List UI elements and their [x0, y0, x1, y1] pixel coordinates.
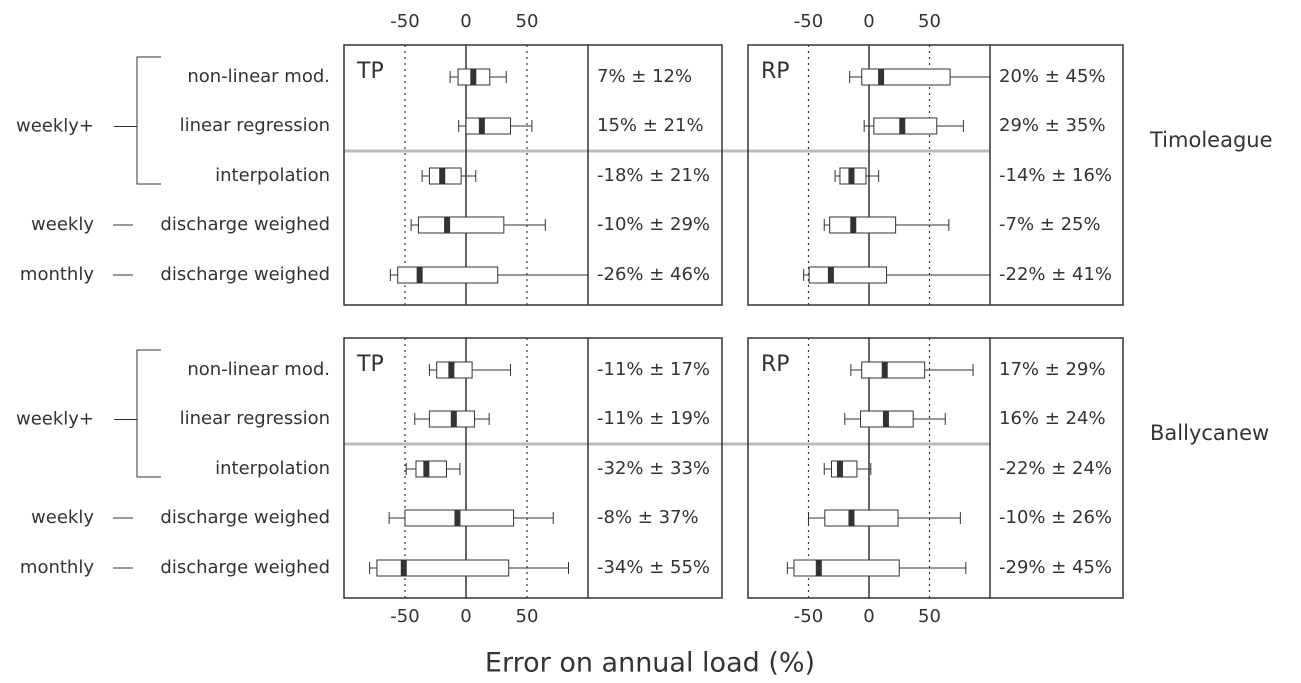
- panel-frame: [343, 337, 723, 599]
- median: [827, 267, 834, 283]
- row-label: linear regression: [180, 115, 330, 136]
- stat-label: -11% ± 19%: [597, 408, 710, 429]
- stat-label: 15% ± 21%: [597, 115, 704, 136]
- median: [444, 217, 451, 233]
- median: [899, 118, 906, 134]
- box: [873, 117, 938, 135]
- panel-title: RP: [761, 352, 790, 377]
- box: [417, 216, 505, 234]
- group-label: weekly: [31, 214, 94, 235]
- box: [808, 266, 888, 284]
- median: [848, 168, 855, 184]
- box: [793, 559, 900, 577]
- group-label: monthly: [20, 557, 94, 578]
- row-label: discharge weighed: [160, 557, 330, 578]
- median: [478, 118, 485, 134]
- x-tick-label: 50: [918, 11, 941, 32]
- x-tick-label: -50: [794, 11, 823, 32]
- stat-label: -26% ± 46%: [597, 264, 710, 285]
- panel-title: TP: [356, 352, 384, 377]
- x-tick-label: 50: [516, 606, 539, 627]
- panel-title: RP: [761, 59, 790, 84]
- box: [397, 266, 499, 284]
- stat-label: -10% ± 29%: [597, 214, 710, 235]
- median: [470, 69, 477, 85]
- stat-label: 29% ± 35%: [999, 115, 1106, 136]
- box: [861, 68, 951, 86]
- stat-label: -22% ± 41%: [999, 264, 1112, 285]
- stat-label: -34% ± 55%: [597, 557, 710, 578]
- stat-label: -32% ± 33%: [597, 458, 710, 479]
- stat-label: -22% ± 24%: [999, 458, 1112, 479]
- row-label: non-linear mod.: [187, 359, 330, 380]
- group-label: monthly: [20, 264, 94, 285]
- row-label: discharge weighed: [160, 214, 330, 235]
- box: [861, 361, 926, 379]
- median: [450, 411, 457, 427]
- x-tick-label: 0: [863, 606, 874, 627]
- stat-label: 20% ± 45%: [999, 66, 1106, 87]
- bracket: [136, 349, 161, 478]
- median: [423, 461, 430, 477]
- x-tick-label: 50: [918, 606, 941, 627]
- stat-label: -8% ± 37%: [597, 507, 699, 528]
- median: [454, 510, 461, 526]
- box: [465, 117, 512, 135]
- x-tick-label: -50: [390, 11, 419, 32]
- stat-label: 7% ± 12%: [597, 66, 692, 87]
- bracket: [136, 56, 161, 185]
- median: [815, 560, 822, 576]
- x-axis-label: Error on annual load (%): [485, 648, 815, 679]
- row-label: linear regression: [180, 408, 330, 429]
- row-label: discharge weighed: [160, 264, 330, 285]
- box: [829, 216, 897, 234]
- median: [836, 461, 843, 477]
- median: [416, 267, 423, 283]
- median: [881, 362, 888, 378]
- x-tick-label: 0: [460, 11, 471, 32]
- box: [376, 559, 510, 577]
- x-tick-label: 0: [460, 606, 471, 627]
- box: [824, 509, 899, 527]
- box: [428, 167, 462, 185]
- stat-label: -29% ± 45%: [999, 557, 1112, 578]
- group-label: weekly+: [16, 116, 94, 137]
- x-tick-label: 0: [863, 11, 874, 32]
- stat-label: 16% ± 24%: [999, 408, 1106, 429]
- median: [850, 217, 857, 233]
- median: [448, 362, 455, 378]
- stat-label: -14% ± 16%: [999, 165, 1112, 186]
- stat-label: -11% ± 17%: [597, 359, 710, 380]
- stat-label: -18% ± 21%: [597, 165, 710, 186]
- stat-label: -10% ± 26%: [999, 507, 1112, 528]
- row-label: interpolation: [215, 165, 330, 186]
- box: [436, 361, 473, 379]
- x-tick-label: -50: [390, 606, 419, 627]
- panel-frame: [747, 337, 1124, 599]
- median: [878, 69, 885, 85]
- median: [439, 168, 446, 184]
- median: [882, 411, 889, 427]
- site-name: Timoleague: [1149, 128, 1273, 152]
- x-tick-label: -50: [794, 606, 823, 627]
- stat-label: -7% ± 25%: [999, 214, 1101, 235]
- stat-label: 17% ± 29%: [999, 359, 1106, 380]
- x-tick-label: 50: [516, 11, 539, 32]
- median: [400, 560, 407, 576]
- row-label: discharge weighed: [160, 507, 330, 528]
- site-name: Ballycanew: [1150, 421, 1269, 445]
- panel-frame: [747, 44, 1124, 306]
- box: [830, 460, 858, 478]
- box: [415, 460, 447, 478]
- median: [848, 510, 855, 526]
- panel-title: TP: [356, 59, 384, 84]
- panel-frame: [343, 44, 723, 306]
- group-label: weekly+: [16, 409, 94, 430]
- row-label: interpolation: [215, 458, 330, 479]
- row-label: non-linear mod.: [187, 66, 330, 87]
- group-label: weekly: [31, 507, 94, 528]
